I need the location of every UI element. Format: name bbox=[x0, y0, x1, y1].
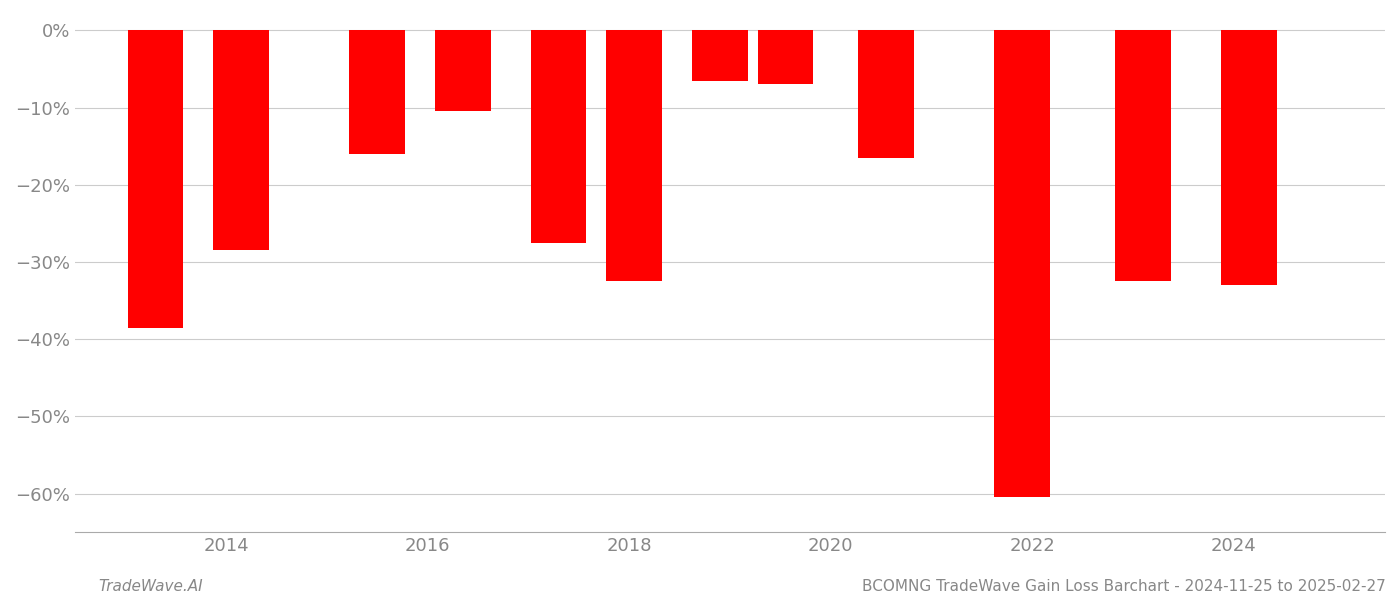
Bar bbox=[350, 31, 405, 154]
Bar bbox=[1221, 31, 1277, 285]
Bar bbox=[606, 31, 662, 281]
Text: BCOMNG TradeWave Gain Loss Barchart - 2024-11-25 to 2025-02-27: BCOMNG TradeWave Gain Loss Barchart - 20… bbox=[862, 579, 1386, 594]
Bar bbox=[127, 31, 183, 328]
Bar bbox=[757, 31, 813, 85]
Bar bbox=[994, 31, 1050, 497]
Text: TradeWave.AI: TradeWave.AI bbox=[98, 579, 203, 594]
Bar bbox=[858, 31, 914, 158]
Bar bbox=[692, 31, 748, 80]
Bar bbox=[435, 31, 490, 112]
Bar bbox=[1116, 31, 1170, 281]
Bar bbox=[213, 31, 269, 250]
Bar bbox=[531, 31, 587, 242]
